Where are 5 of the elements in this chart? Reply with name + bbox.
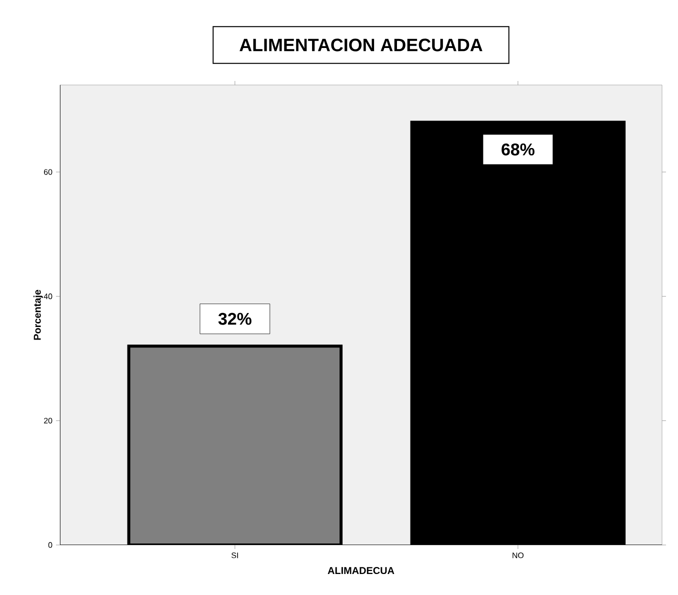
y-axis-title: Porcentaje (33, 290, 43, 340)
data-label: 68% (502, 143, 534, 156)
x-axis-title: ALIMADECUA (328, 566, 394, 574)
data-label: 32% (218, 312, 252, 325)
chart-title: ALIMENTACION ADECUADA (240, 38, 482, 52)
